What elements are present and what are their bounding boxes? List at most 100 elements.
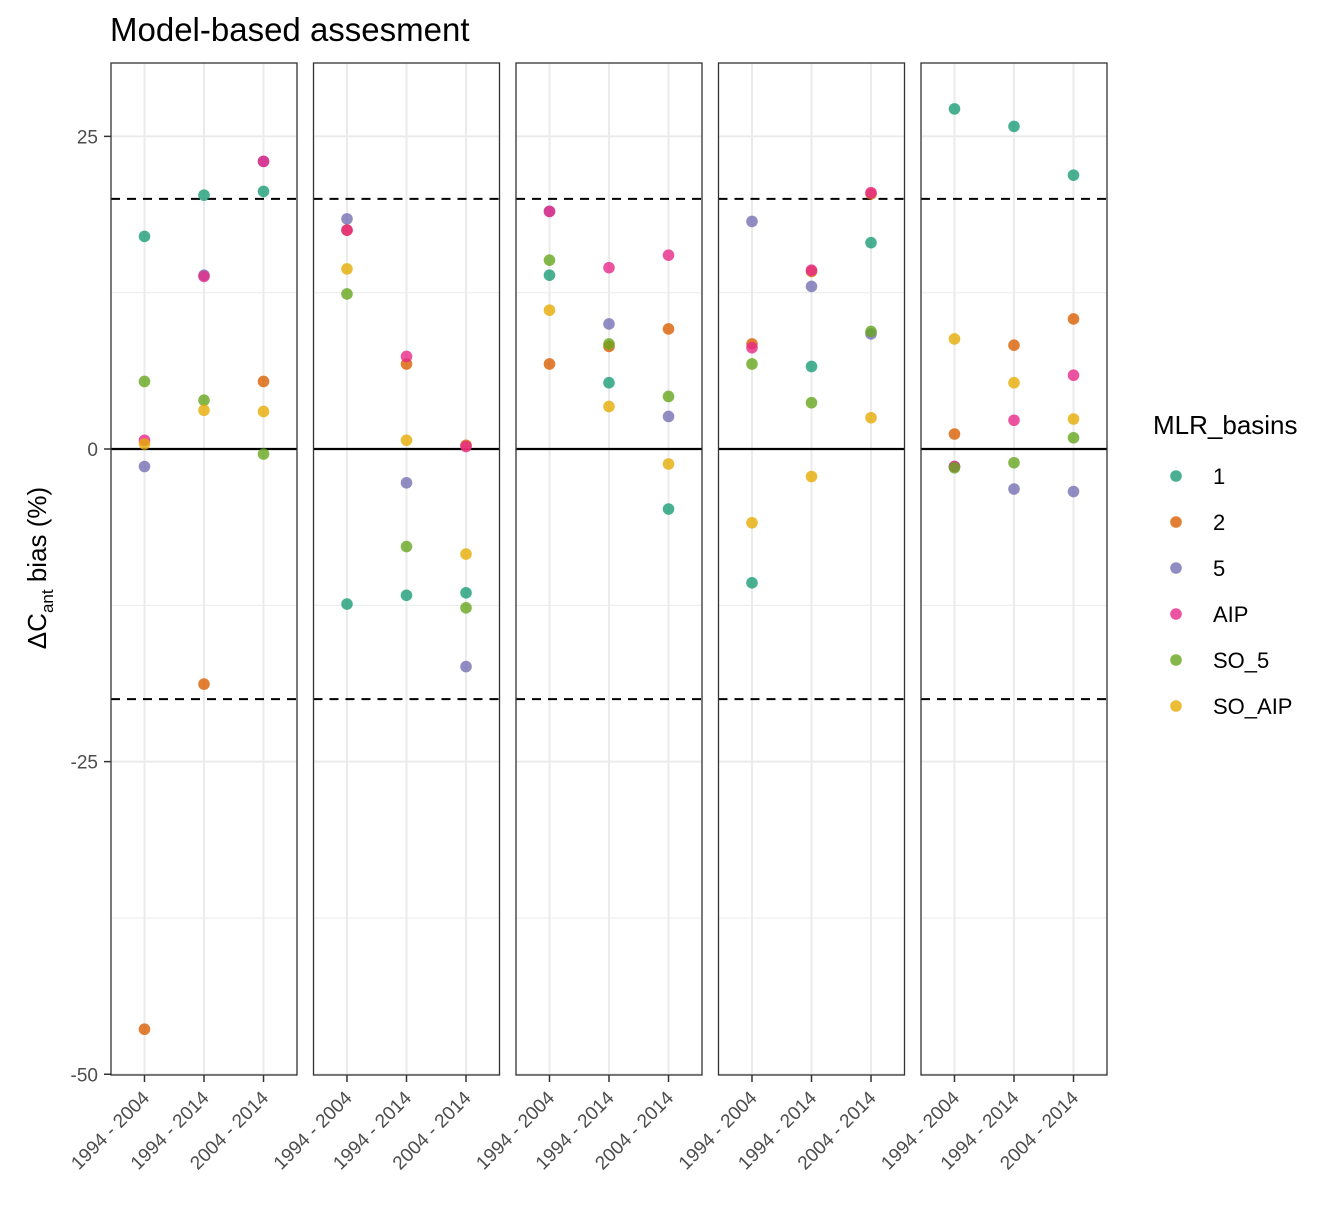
data-point-so-aip [805, 470, 818, 483]
data-point-aip [1008, 414, 1020, 427]
legend-label: 2 [1213, 510, 1225, 535]
data-point-1 [948, 103, 961, 115]
data-point-2 [1067, 313, 1080, 325]
y-tick-label: -25 [71, 753, 98, 774]
legend-label: SO_AIP [1213, 694, 1292, 719]
data-point-2 [1008, 339, 1020, 352]
legend-key-marker [1170, 470, 1182, 482]
data-point-1 [198, 189, 210, 201]
data-point-so-5 [543, 254, 556, 266]
y-axis-title-subscript: ant [38, 589, 57, 613]
y-axis-title-prefix: ΔC [22, 613, 52, 649]
legend-item-so-5: SO_5 [1170, 648, 1269, 673]
data-point-2 [138, 1023, 151, 1036]
data-point-aip [746, 341, 758, 354]
data-point-5 [460, 660, 472, 673]
data-point-1 [865, 236, 877, 249]
data-point-1 [543, 269, 556, 281]
data-point-so-5 [341, 288, 353, 300]
data-point-aip [603, 261, 615, 274]
data-point-so-aip [341, 263, 353, 275]
data-point-5 [805, 280, 818, 293]
data-point-aip [1067, 369, 1080, 382]
y-axis-title-suffix: bias (%) [22, 487, 52, 590]
legend-key-marker [1170, 700, 1182, 712]
data-point-1 [1067, 169, 1080, 181]
data-point-5 [138, 460, 151, 473]
data-point-aip [257, 155, 270, 168]
data-point-so-5 [138, 375, 151, 388]
data-point-so-5 [865, 325, 877, 338]
data-point-5 [1008, 483, 1020, 495]
chart-title: Model-based assesment [110, 11, 470, 48]
data-point-so-aip [865, 411, 877, 424]
data-point-5 [603, 318, 615, 330]
data-point-aip [543, 205, 556, 218]
data-point-aip [865, 186, 877, 199]
data-point-aip [460, 440, 472, 453]
legend: MLR_basins 1 2 5 AIP SO_5 SO_AIP [1153, 410, 1298, 719]
legend-label: 1 [1213, 464, 1225, 489]
data-point-so-5 [460, 602, 472, 614]
data-point-so-5 [1008, 456, 1020, 469]
data-point-2 [257, 375, 270, 388]
data-point-1 [257, 185, 270, 198]
data-point-1 [1008, 120, 1020, 133]
data-point-aip [400, 350, 413, 363]
data-point-so-aip [746, 516, 758, 529]
data-point-so-5 [805, 396, 818, 409]
data-point-1 [662, 503, 675, 515]
data-point-so-5 [603, 338, 615, 350]
data-point-5 [341, 213, 353, 225]
data-point-so-aip [460, 548, 472, 560]
legend-label: SO_5 [1213, 648, 1269, 673]
data-point-so-aip [1008, 376, 1020, 389]
data-point-so-5 [662, 390, 675, 403]
data-point-1 [805, 360, 818, 373]
data-point-so-5 [746, 358, 758, 370]
data-point-so-5 [198, 394, 210, 407]
data-point-so-aip [138, 438, 151, 450]
y-axis-title: ΔCant bias (%) [22, 487, 57, 649]
data-point-so-aip [1067, 413, 1080, 425]
data-point-1 [400, 589, 413, 602]
legend-label: AIP [1213, 602, 1248, 627]
data-point-so-aip [948, 333, 961, 345]
data-point-2 [543, 358, 556, 370]
y-tick-label: 25 [77, 127, 98, 148]
data-point-so-aip [400, 434, 413, 447]
data-point-aip [662, 249, 675, 261]
legend-label: 5 [1213, 556, 1225, 581]
data-point-5 [746, 215, 758, 228]
data-point-so-5 [1067, 431, 1080, 444]
data-point-so-5 [400, 540, 413, 553]
y-tick-label: -50 [71, 1065, 98, 1086]
data-point-5 [400, 476, 413, 489]
data-point-1 [603, 376, 615, 389]
legend-key-marker [1170, 654, 1182, 666]
legend-key-marker [1170, 516, 1182, 528]
legend-key-marker [1170, 608, 1182, 620]
y-tick-label: 0 [87, 440, 98, 461]
data-point-aip [805, 264, 818, 276]
data-point-so-aip [662, 458, 675, 470]
data-point-2 [662, 323, 675, 335]
data-point-so-aip [257, 405, 270, 418]
data-point-aip [198, 270, 210, 283]
legend-item-5: 5 [1170, 556, 1225, 581]
data-point-so-5 [948, 461, 961, 474]
legend-item-2: 2 [1170, 510, 1225, 535]
legend-title: MLR_basins [1153, 410, 1298, 440]
data-point-5 [662, 410, 675, 423]
data-point-1 [341, 598, 353, 610]
data-point-so-aip [198, 404, 210, 417]
data-point-1 [138, 230, 151, 243]
legend-item-so-aip: SO_AIP [1170, 694, 1292, 719]
data-point-5 [1067, 485, 1080, 498]
legend-item-aip: AIP [1170, 602, 1248, 627]
